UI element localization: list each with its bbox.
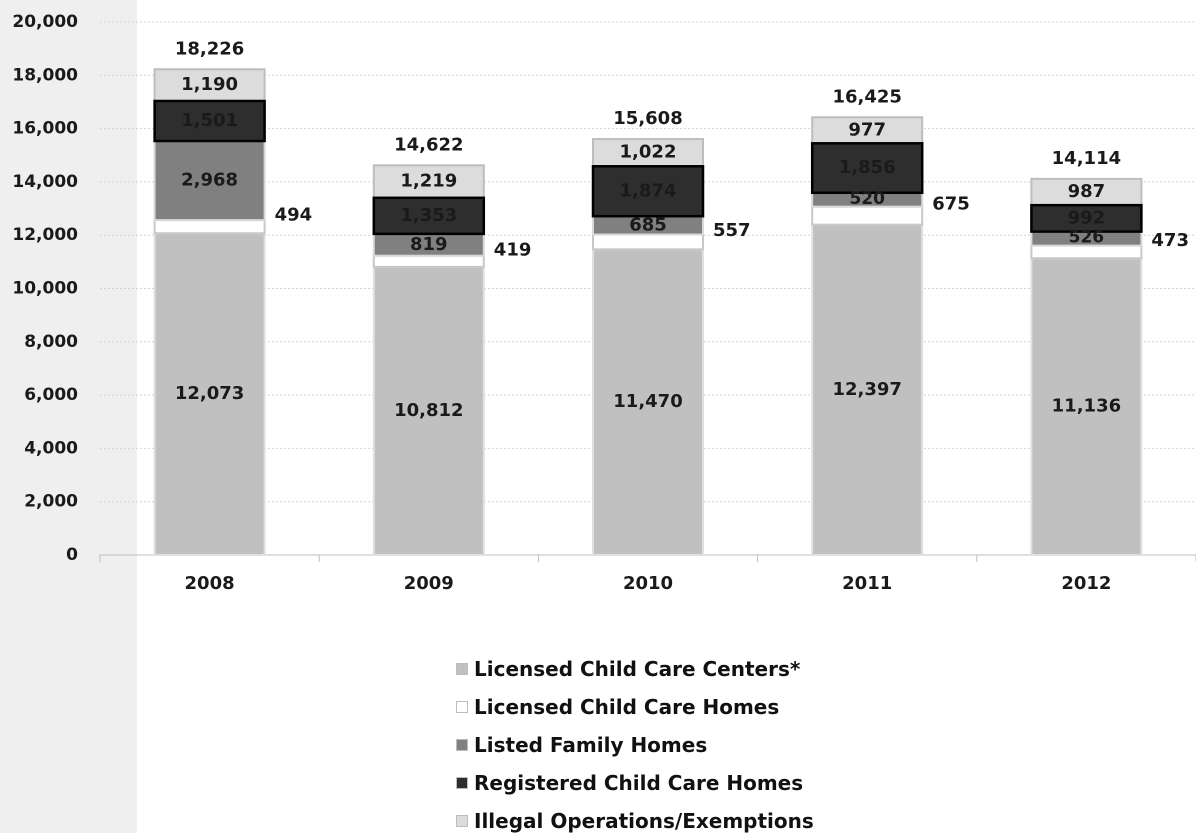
- data-label: 1,856: [839, 157, 896, 178]
- data-label: 12,397: [832, 379, 901, 400]
- legend-item-listed-family-homes: Listed Family Homes: [456, 726, 814, 764]
- bar-segment: [153, 219, 266, 235]
- y-tick-label: 14,000: [12, 172, 78, 192]
- data-label: 2,968: [181, 170, 238, 191]
- data-label: 1,219: [400, 171, 457, 192]
- bar-segment: [592, 233, 704, 251]
- bar-segment: [811, 116, 924, 145]
- y-tick-label: 10,000: [12, 279, 78, 299]
- data-label: 685: [629, 214, 667, 235]
- bar-segment: [592, 248, 704, 556]
- total-label: 15,608: [613, 108, 682, 129]
- chart-legend: Licensed Child Care Centers* Licensed Ch…: [456, 650, 814, 840]
- legend-swatch-licensed-homes: [456, 701, 468, 713]
- data-label: 992: [1068, 207, 1106, 228]
- data-label: 494: [275, 205, 313, 226]
- bar-segment: [153, 139, 266, 222]
- data-label: 987: [1068, 181, 1106, 202]
- y-tick-label: 16,000: [12, 119, 78, 139]
- data-label: 675: [932, 194, 970, 215]
- bar-segment: [591, 165, 705, 218]
- x-tick-label: 2008: [185, 573, 235, 594]
- legend-label-registered-homes: Registered Child Care Homes: [474, 771, 804, 795]
- total-label: 14,114: [1052, 148, 1121, 169]
- data-label: 473: [1151, 230, 1189, 251]
- legend-label-licensed-homes: Licensed Child Care Homes: [474, 695, 780, 719]
- stacked-bar-chart: 0 2,000 4,000 6,000 8,000 10,000 12,000 14,000 1…: [12, 12, 1196, 594]
- data-label: 819: [410, 234, 448, 255]
- y-tick-label: 8,000: [24, 332, 78, 352]
- chart-left-band: [0, 0, 137, 833]
- bar-segment: [372, 254, 485, 268]
- y-tick-label: 0: [66, 545, 78, 565]
- legend-label-illegal-operations: Illegal Operations/Exemptions: [474, 809, 814, 833]
- data-label: 419: [494, 239, 532, 260]
- y-tick-label: 4,000: [24, 438, 78, 458]
- legend-label-licensed-centers: Licensed Child Care Centers*: [474, 657, 801, 681]
- data-label: 11,136: [1052, 396, 1121, 417]
- bar-segment: [811, 205, 924, 226]
- legend-swatch-registered-homes: [456, 777, 468, 789]
- bar-segment: [1030, 257, 1143, 556]
- x-tick-label: 2011: [842, 573, 892, 594]
- legend-swatch-listed-family-homes: [456, 739, 468, 751]
- legend-item-licensed-centers: Licensed Child Care Centers*: [456, 650, 814, 688]
- data-label: 1,353: [400, 205, 457, 226]
- y-tick-label: 12,000: [12, 225, 78, 245]
- total-label: 14,622: [394, 134, 463, 155]
- legend-swatch-illegal-operations: [456, 815, 468, 827]
- bar-segment: [592, 138, 704, 168]
- total-label: 16,425: [832, 86, 901, 107]
- total-label: 18,226: [175, 38, 244, 59]
- y-tick-label: 18,000: [12, 65, 78, 85]
- legend-item-licensed-homes: Licensed Child Care Homes: [456, 688, 814, 726]
- x-tick-label: 2012: [1061, 573, 1111, 594]
- data-label: 12,073: [175, 383, 244, 404]
- legend-swatch-licensed-centers: [456, 663, 468, 675]
- y-tick-label: 20,000: [12, 12, 78, 32]
- data-label: 1,501: [181, 110, 238, 131]
- bar-segment: [372, 196, 486, 236]
- legend-label-listed-family-homes: Listed Family Homes: [474, 733, 708, 757]
- x-tick-label: 2010: [623, 573, 673, 594]
- bar-segment: [153, 232, 266, 556]
- bar-segment: [1030, 203, 1143, 233]
- data-label: 1,874: [620, 180, 677, 201]
- data-label: 1,022: [620, 142, 677, 163]
- bar-segment: [811, 223, 924, 556]
- legend-item-illegal-operations: Illegal Operations/Exemptions: [456, 802, 814, 840]
- data-label: 10,812: [394, 400, 463, 421]
- data-label: 1,190: [181, 74, 238, 95]
- data-label: 526: [1069, 228, 1105, 248]
- y-tick-label: 6,000: [24, 385, 78, 405]
- data-label: 977: [848, 119, 886, 140]
- data-label: 557: [713, 220, 751, 241]
- bar-segment: [153, 99, 266, 143]
- legend-item-registered-homes: Registered Child Care Homes: [456, 764, 814, 802]
- y-tick-label: 2,000: [24, 492, 78, 512]
- data-label: 520: [849, 189, 885, 209]
- data-label: 11,470: [613, 391, 682, 412]
- bar-segment: [372, 265, 485, 556]
- x-tick-label: 2009: [404, 573, 454, 594]
- bar-segment: [153, 68, 266, 102]
- bar-segment: [810, 142, 924, 195]
